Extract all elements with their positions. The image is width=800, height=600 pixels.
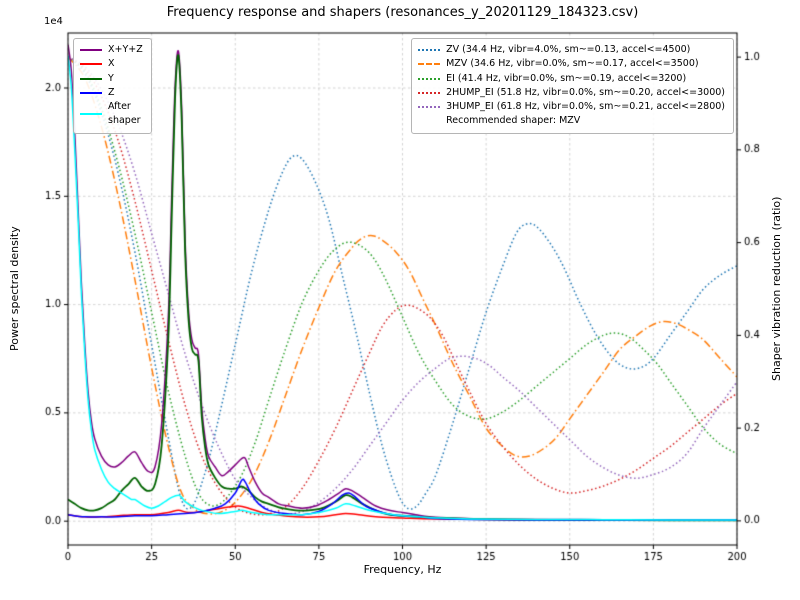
chart-title: Frequency response and shapers (resonanc… bbox=[166, 5, 639, 20]
legend-item: MZV (34.6 Hz, vibr=0.0%, sm~=0.17, accel… bbox=[418, 57, 725, 71]
legend-label: 2HUMP_EI (51.8 Hz, vibr=0.0%, sm~=0.20, … bbox=[446, 86, 725, 98]
legend-line-swatch bbox=[80, 63, 102, 66]
legend-label: Y bbox=[108, 72, 114, 84]
legend-label: After shaper bbox=[108, 101, 141, 127]
legend-label: X+Y+Z bbox=[108, 44, 143, 55]
legend-item: Y bbox=[80, 72, 143, 86]
shaper-legend: ZV (34.4 Hz, vibr=4.0%, sm~=0.13, accel<… bbox=[411, 38, 734, 134]
legend-item: 3HUMP_EI (61.8 Hz, vibr=0.0%, sm~=0.21, … bbox=[418, 100, 725, 114]
legend-item: After shaper bbox=[80, 100, 143, 129]
legend-line-swatch bbox=[418, 106, 441, 109]
legend-label: MZV (34.6 Hz, vibr=0.0%, sm~=0.17, accel… bbox=[446, 58, 699, 70]
legend-item: X+Y+Z bbox=[80, 43, 143, 57]
legend-line-swatch bbox=[418, 63, 441, 66]
legend-line-swatch bbox=[80, 49, 102, 52]
x-axis-label: Frequency, Hz bbox=[363, 563, 442, 576]
y-axis-offset-text: 1e4 bbox=[44, 16, 63, 27]
legend-line-swatch bbox=[80, 113, 102, 116]
legend-label: Z bbox=[108, 86, 115, 98]
recommended-shaper-note: Recommended shaper: MZV bbox=[446, 115, 581, 127]
legend-label: ZV (34.4 Hz, vibr=4.0%, sm~=0.13, accel<… bbox=[446, 44, 691, 55]
legend-label: 3HUMP_EI (61.8 Hz, vibr=0.0%, sm~=0.21, … bbox=[446, 101, 725, 112]
legend-label: EI (41.4 Hz, vibr=0.0%, sm~=0.19, accel<… bbox=[446, 72, 687, 84]
legend-item: Z bbox=[80, 86, 143, 100]
legend-item: X bbox=[80, 57, 143, 71]
legend-line-swatch bbox=[418, 91, 441, 94]
legend-item: ZV (34.4 Hz, vibr=4.0%, sm~=0.13, accel<… bbox=[418, 43, 725, 57]
legend-item: EI (41.4 Hz, vibr=0.0%, sm~=0.19, accel<… bbox=[418, 72, 725, 86]
legend-line-swatch bbox=[80, 77, 102, 80]
psd-legend: X+Y+Z X Y Z After shaper bbox=[73, 38, 152, 134]
legend-label: X bbox=[108, 58, 115, 70]
legend-line-swatch bbox=[418, 49, 441, 52]
legend-line-swatch bbox=[418, 77, 441, 80]
legend-item: 2HUMP_EI (51.8 Hz, vibr=0.0%, sm~=0.20, … bbox=[418, 86, 725, 100]
y-axis-right-label: Shaper vibration reduction (ratio) bbox=[770, 196, 783, 382]
y-axis-left-label: Power spectral density bbox=[8, 226, 21, 352]
legend-line-swatch bbox=[80, 91, 102, 94]
